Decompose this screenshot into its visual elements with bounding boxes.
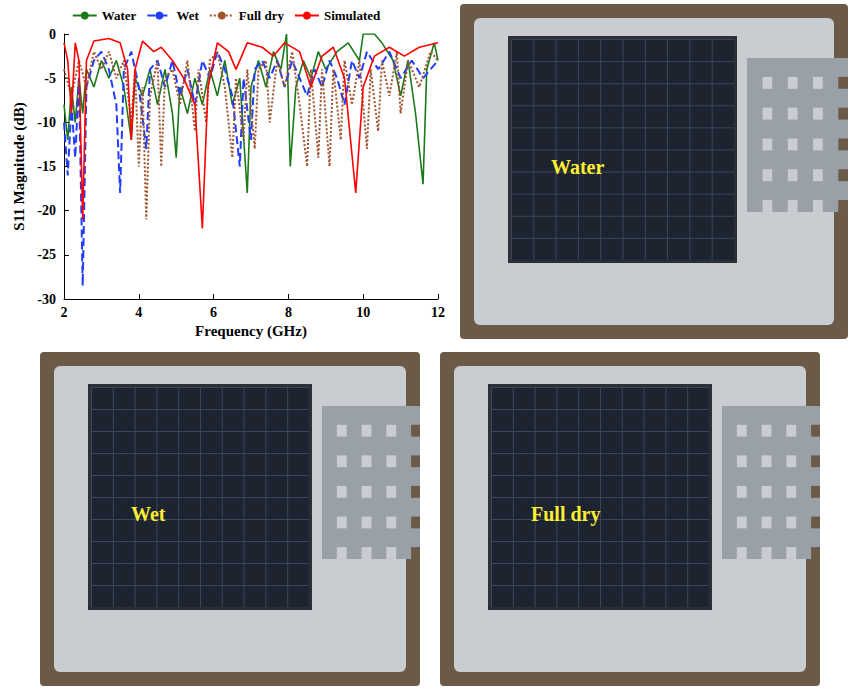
svg-text:-5: -5 <box>44 71 56 86</box>
svg-text:-20: -20 <box>37 203 56 218</box>
svg-text:S11 Magnitude (dB): S11 Magnitude (dB) <box>11 102 28 230</box>
html-text:Wet: Wet <box>131 503 166 525</box>
svg-text:10: 10 <box>356 305 370 320</box>
svg-text:-30: -30 <box>37 292 56 307</box>
svg-text:Frequency (GHz): Frequency (GHz) <box>195 323 307 340</box>
svg-text:0: 0 <box>49 27 56 42</box>
svg-text:12: 12 <box>431 305 445 320</box>
svg-text:-10: -10 <box>37 115 56 130</box>
svg-text:Wet: Wet <box>176 8 199 23</box>
svg-text:-25: -25 <box>37 247 56 262</box>
svg-text:6: 6 <box>210 305 217 320</box>
svg-text:Simulated: Simulated <box>324 8 381 23</box>
svg-text:Full dry: Full dry <box>239 8 285 23</box>
html-text:Full dry: Full dry <box>531 503 601 525</box>
svg-text:4: 4 <box>135 305 142 320</box>
svg-text:-15: -15 <box>37 159 56 174</box>
svg-text:8: 8 <box>285 305 292 320</box>
html-text:Water: Water <box>551 156 605 178</box>
svg-text:2: 2 <box>61 305 68 320</box>
svg-text:Water: Water <box>102 8 137 23</box>
